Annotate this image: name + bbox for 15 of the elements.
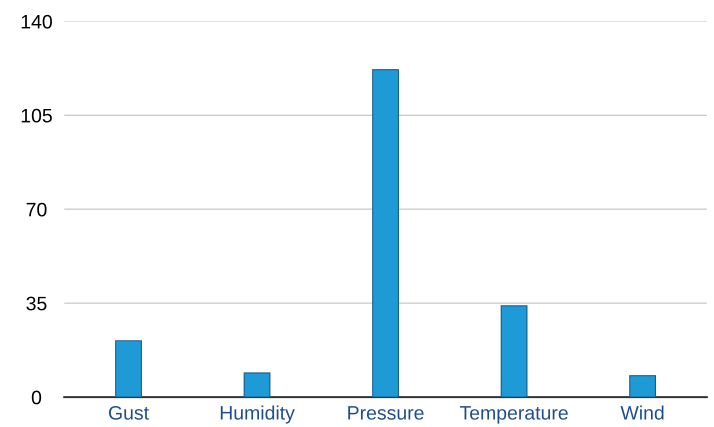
x-tick-label: Humidity: [220, 405, 295, 424]
x-tick-label: Gust: [108, 406, 149, 420]
x-tick-label: Wind: [620, 405, 664, 420]
bar: [115, 340, 142, 398]
y-tick-label: 70: [26, 202, 47, 216]
y-tick-label: 0: [32, 390, 42, 404]
bar: [500, 305, 528, 398]
bar: [629, 375, 656, 398]
bar: [244, 372, 270, 398]
x-tick-label: Temperature: [460, 406, 568, 424]
bar: [372, 69, 399, 398]
y-tick-label: 140: [22, 14, 52, 29]
y-tick-label: 105: [22, 108, 52, 123]
y-tick-label: 35: [26, 296, 46, 310]
x-tick-label: Pressure: [348, 406, 424, 420]
